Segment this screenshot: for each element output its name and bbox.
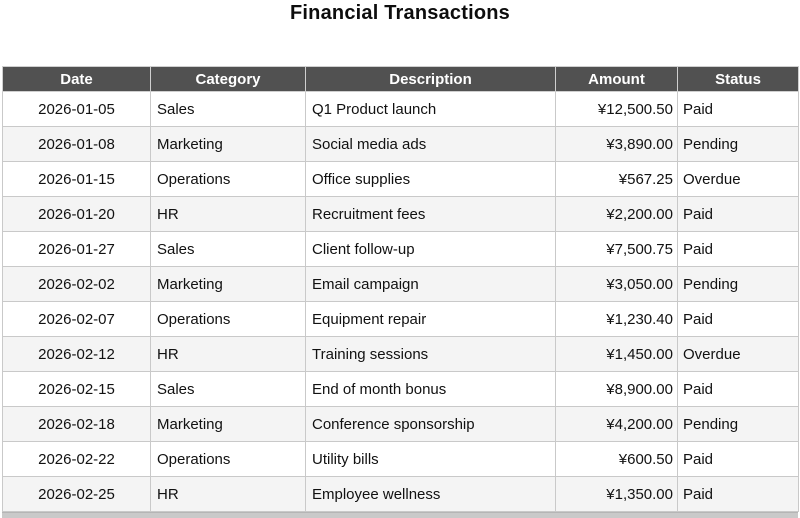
table-cell-date: 2026-01-05 [2,91,151,127]
table-cell-amount: ¥2,200.00 [555,196,678,232]
table-row: 2026-02-07 Operations Equipment repair ¥1,2… [2,301,799,337]
header-cell-category: Category [150,66,306,92]
table-cell-date: 2026-01-08 [2,126,151,162]
table-cell-category: Operations [150,301,306,337]
table-row: 2026-02-12 HR Training sessions ¥1,450.00 Ov… [2,336,799,372]
table-cell-amount: ¥12,500.50 [555,91,678,127]
table-cell-date: 2026-02-22 [2,441,151,477]
table-cell-date: 2026-02-02 [2,266,151,302]
table-cell-status: Paid [677,91,799,127]
table-cell-status: Paid [677,196,799,232]
header-cell-date: Date [2,66,151,92]
table-bottom-strip [2,512,798,518]
table-cell-description: Employee wellness [305,476,556,512]
table-cell-amount: ¥567.25 [555,161,678,197]
table-cell-status: Paid [677,441,799,477]
table-row: 2026-01-27 Sales Client follow-up ¥7,500.75… [2,231,799,267]
table-cell-amount: ¥3,890.00 [555,126,678,162]
table-row: 2026-01-15 Operations Office supplies ¥567.… [2,161,799,197]
table-cell-status: Overdue [677,161,799,197]
table-cell-description: Conference sponsorship [305,406,556,442]
table-row: 2026-02-22 Operations Utility bills ¥600.50… [2,441,799,477]
table-cell-category: Marketing [150,266,306,302]
table-cell-status: Pending [677,406,799,442]
table-cell-category: Sales [150,231,306,267]
table-cell-description: Social media ads [305,126,556,162]
table-cell-amount: ¥1,230.40 [555,301,678,337]
table-cell-status: Overdue [677,336,799,372]
table-cell-category: HR [150,476,306,512]
table-cell-date: 2026-02-18 [2,406,151,442]
table-cell-status: Paid [677,231,799,267]
table-row: 2026-02-02 Marketing Email campaign ¥3,050.… [2,266,799,302]
table-cell-amount: ¥1,350.00 [555,476,678,512]
table-cell-description: Equipment repair [305,301,556,337]
table-cell-category: Sales [150,91,306,127]
table-cell-amount: ¥4,200.00 [555,406,678,442]
header-cell-amount: Amount [555,66,678,92]
table-cell-category: Sales [150,371,306,407]
table-body: 2026-01-05 Sales Q1 Product launch ¥12,500.… [2,91,799,512]
table-cell-status: Paid [677,301,799,337]
table-cell-date: 2026-01-15 [2,161,151,197]
table-cell-date: 2026-02-15 [2,371,151,407]
table-row: 2026-01-08 Marketing Social media ads ¥3,89… [2,126,799,162]
table-cell-status: Paid [677,371,799,407]
table-cell-category: Marketing [150,406,306,442]
table-row: 2026-02-15 Sales End of month bonus ¥8,900.… [2,371,799,407]
table-cell-amount: ¥1,450.00 [555,336,678,372]
table-cell-status: Pending [677,266,799,302]
table-row: 2026-02-18 Marketing Conference sponsorshi… [2,406,799,442]
table-header-row: Date Category Description Amount Status [2,66,799,92]
table-cell-description: Training sessions [305,336,556,372]
table-cell-description: End of month bonus [305,371,556,407]
table-cell-date: 2026-02-25 [2,476,151,512]
table-cell-description: Utility bills [305,441,556,477]
table-cell-amount: ¥7,500.75 [555,231,678,267]
table-row: 2026-02-25 HR Employee wellness ¥1,350.00 Pa… [2,476,799,512]
table-cell-date: 2026-02-07 [2,301,151,337]
table-cell-category: HR [150,336,306,372]
page-title: Financial Transactions [289,2,511,24]
header-cell-status: Status [677,66,799,92]
table-cell-date: 2026-01-27 [2,231,151,267]
header-cell-description: Description [305,66,556,92]
table-cell-amount: ¥600.50 [555,441,678,477]
table-cell-status: Paid [677,476,799,512]
table-cell-description: Client follow-up [305,231,556,267]
table-cell-category: Operations [150,161,306,197]
table-cell-description: Recruitment fees [305,196,556,232]
table-cell-status: Pending [677,126,799,162]
table-cell-description: Q1 Product launch [305,91,556,127]
table-cell-date: 2026-02-12 [2,336,151,372]
table-cell-amount: ¥8,900.00 [555,371,678,407]
table-cell-category: Marketing [150,126,306,162]
table-cell-description: Email campaign [305,266,556,302]
table-row: 2026-01-20 HR Recruitment fees ¥2,200.00 Pai… [2,196,799,232]
table-cell-date: 2026-01-20 [2,196,151,232]
table-cell-description: Office supplies [305,161,556,197]
table-cell-category: Operations [150,441,306,477]
table-cell-category: HR [150,196,306,232]
table-cell-amount: ¥3,050.00 [555,266,678,302]
transactions-table: Date Category Description Amount Status … [2,66,799,512]
table-row: 2026-01-05 Sales Q1 Product launch ¥12,500.… [2,91,799,127]
